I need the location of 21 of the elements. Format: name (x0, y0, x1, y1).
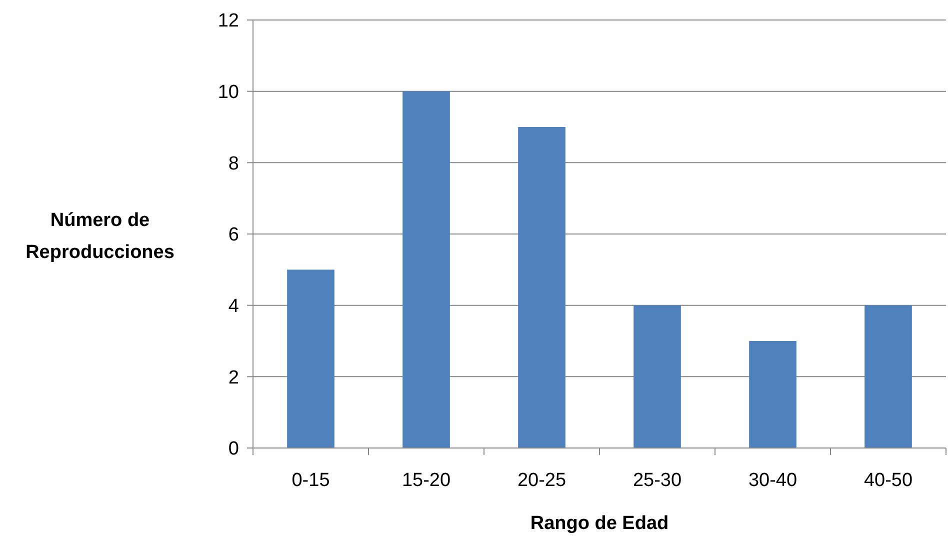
bar (864, 305, 912, 448)
y-axis-title: Número de Reproducciones (26, 210, 174, 263)
y-tick-label: 2 (228, 367, 239, 388)
bar (749, 341, 796, 448)
bar (287, 270, 334, 448)
y-tick-label: 6 (228, 224, 239, 246)
y-tick-label: 10 (218, 82, 239, 103)
y-tick-label: 12 (218, 10, 239, 32)
x-tick-label: 0-15 (292, 470, 330, 491)
x-tick-label: 25-30 (632, 470, 682, 491)
x-tick-label: 15-20 (402, 470, 451, 491)
y-tick-label: 8 (228, 153, 239, 174)
bar (634, 305, 681, 448)
bar (518, 127, 566, 448)
bar (402, 91, 450, 448)
y-tick-label: 4 (228, 296, 240, 317)
y-tick-label: 0 (228, 438, 239, 460)
x-tick-label: 20-25 (517, 470, 566, 491)
x-axis-title: Rango de Edad (530, 513, 669, 534)
x-tick-label: 40-50 (864, 470, 913, 491)
x-tick-label: 30-40 (748, 470, 798, 491)
